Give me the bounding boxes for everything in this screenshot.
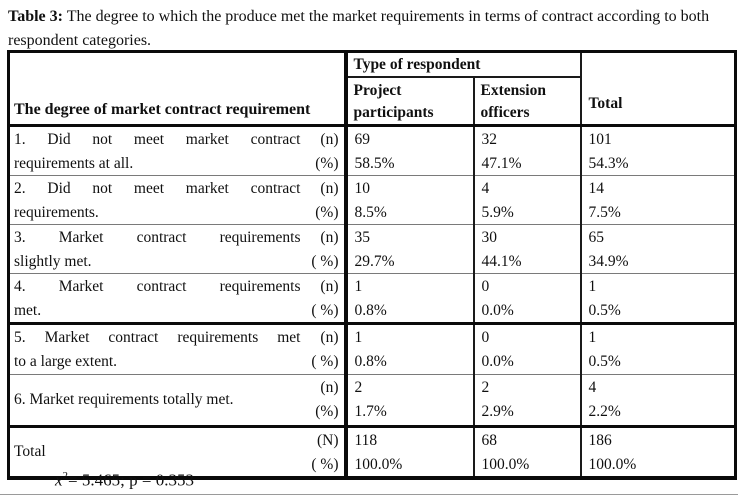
row-units: (n) (%)	[302, 374, 346, 428]
table-caption: Table 3: The degree to which the produce…	[8, 5, 722, 53]
cell-total: 1 0.5%	[579, 273, 736, 325]
cell-project-participants: 10 8.5%	[343, 175, 474, 225]
row-label: 4. Market contract requirements met.	[8, 273, 303, 325]
table-row: 3. Market contract requirements slightly…	[8, 224, 736, 274]
cell-total: 101 54.3%	[579, 125, 736, 176]
row-header-cell: The degree of market contract requiremen…	[8, 51, 346, 127]
row-label: 6. Market requirements totally met.	[8, 374, 303, 428]
chi-square-values: = 5.465; p = 0.353	[68, 470, 194, 490]
row-label: 2. Did not meet market contract requirem…	[8, 175, 303, 225]
cell-project-participants: 35 29.7%	[343, 224, 474, 274]
column-header-project-participants: Project participants	[343, 77, 474, 127]
cell-total: 1 0.5%	[579, 323, 736, 375]
cell-total: 4 2.2%	[579, 374, 736, 428]
results-table: The degree of market contract requiremen…	[7, 50, 737, 480]
table-row: 2. Did not meet market contract requirem…	[8, 175, 736, 225]
cell-project-participants: 1 0.8%	[343, 323, 474, 375]
row-label: 5. Market contract requirements met to a…	[8, 323, 303, 375]
cell-total: 65 34.9%	[579, 224, 736, 274]
table-row: 5. Market contract requirements met to a…	[8, 323, 736, 375]
cell-extension-officers: 0 0.0%	[472, 323, 581, 375]
row-units: (n) ( %)	[302, 224, 346, 274]
page-bottom-rule	[0, 494, 738, 495]
cell-total: 14 7.5%	[579, 175, 736, 225]
table-row: 1. Did not meet market contract requirem…	[8, 125, 736, 176]
chi-square-note: x2= 5.465; p = 0.353	[55, 470, 194, 491]
table-row: 6. Market requirements totally met. (n) …	[8, 374, 736, 428]
row-label: 3. Market contract requirements slightly…	[8, 224, 303, 274]
cell-total: 186 100.0%	[579, 426, 736, 478]
cell-project-participants: 1 0.8%	[343, 273, 474, 325]
header-row-columns: Project participants Extension officers	[9, 77, 736, 127]
cell-extension-officers: 32 47.1%	[472, 125, 581, 176]
caption-table-number: Table 3:	[8, 8, 63, 25]
row-units: (n) ( %)	[302, 273, 346, 325]
cell-extension-officers: 68 100.0%	[472, 426, 581, 478]
caption-text: The degree to which the produce met the …	[8, 8, 710, 49]
row-header-text: The degree of market contract requiremen…	[14, 101, 311, 118]
group-header-cell: Type of respondent	[343, 51, 581, 78]
row-label: 1. Did not meet market contract requirem…	[8, 125, 303, 176]
row-units: (n) (%)	[302, 175, 346, 225]
total-column-header: Total	[579, 51, 736, 127]
table-row: 4. Market contract requirements met. (n)…	[8, 273, 736, 325]
header-row-group: The degree of market contract requiremen…	[8, 51, 736, 127]
chi-square-symbol: x	[55, 470, 63, 490]
cell-project-participants: 118 100.0%	[343, 426, 474, 478]
cell-extension-officers: 0 0.0%	[472, 273, 581, 325]
total-row: Total (N) ( %) 118 100.0% 68 100.0% 186 …	[9, 426, 736, 478]
row-units: (n) (%)	[302, 125, 346, 176]
total-row-units: (N) ( %)	[311, 432, 339, 473]
column-header-extension-officers: Extension officers	[472, 77, 581, 127]
cell-project-participants: 69 58.5%	[343, 125, 474, 176]
cell-extension-officers: 4 5.9%	[472, 175, 581, 225]
cell-extension-officers: 30 44.1%	[472, 224, 581, 274]
row-units: (n) ( %)	[302, 323, 346, 375]
cell-extension-officers: 2 2.9%	[472, 374, 581, 428]
total-row-label: Total	[14, 443, 46, 460]
chi-square-exponent: 2	[62, 470, 69, 482]
cell-project-participants: 2 1.7%	[343, 374, 474, 428]
